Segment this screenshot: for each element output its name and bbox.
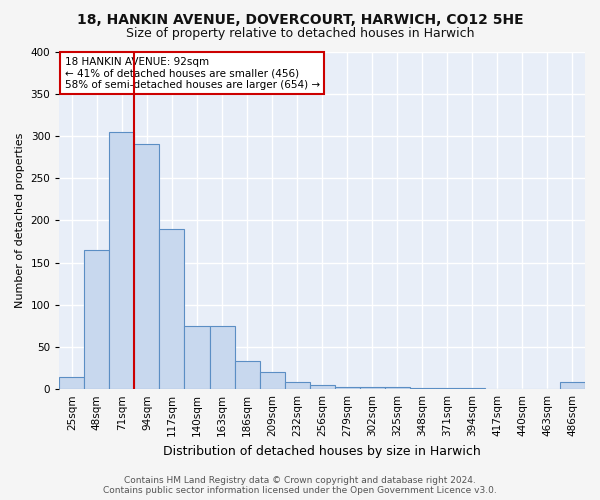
Bar	[260, 372, 284, 389]
Bar	[460, 388, 485, 389]
Bar	[235, 362, 260, 389]
Bar	[59, 376, 85, 389]
Y-axis label: Number of detached properties: Number of detached properties	[15, 132, 25, 308]
Bar	[435, 388, 460, 389]
Text: 18 HANKIN AVENUE: 92sqm
← 41% of detached houses are smaller (456)
58% of semi-d: 18 HANKIN AVENUE: 92sqm ← 41% of detache…	[65, 56, 320, 90]
Bar	[184, 326, 209, 389]
X-axis label: Distribution of detached houses by size in Harwich: Distribution of detached houses by size …	[163, 444, 481, 458]
Bar	[410, 388, 435, 389]
Bar	[134, 144, 160, 389]
Text: 18, HANKIN AVENUE, DOVERCOURT, HARWICH, CO12 5HE: 18, HANKIN AVENUE, DOVERCOURT, HARWICH, …	[77, 12, 523, 26]
Bar	[160, 229, 184, 389]
Bar	[385, 388, 410, 389]
Bar	[560, 382, 585, 389]
Bar	[284, 382, 310, 389]
Bar	[335, 386, 360, 389]
Bar	[310, 385, 335, 389]
Bar	[209, 326, 235, 389]
Text: Size of property relative to detached houses in Harwich: Size of property relative to detached ho…	[126, 28, 474, 40]
Text: Contains HM Land Registry data © Crown copyright and database right 2024.
Contai: Contains HM Land Registry data © Crown c…	[103, 476, 497, 495]
Bar	[109, 132, 134, 389]
Bar	[85, 250, 109, 389]
Bar	[360, 388, 385, 389]
